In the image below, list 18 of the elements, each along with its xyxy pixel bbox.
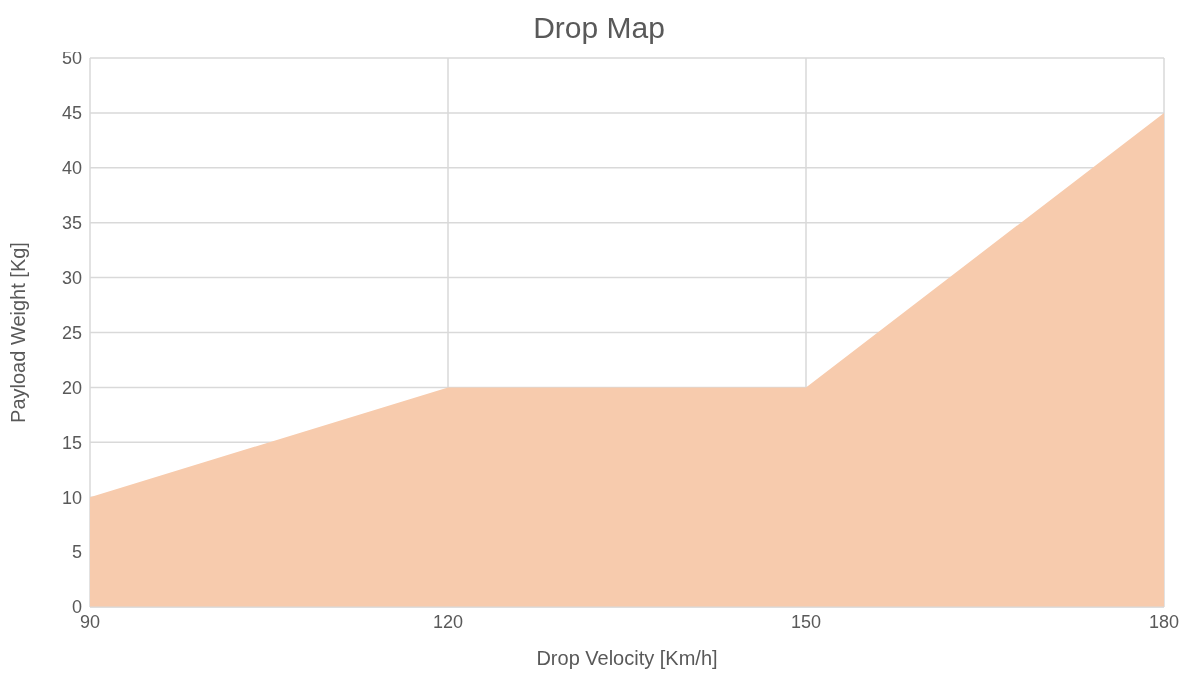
x-tick-label: 150	[790, 611, 822, 632]
x-tick-label: 180	[1148, 611, 1180, 632]
chart-title: Drop Map	[533, 11, 665, 44]
y-tick-label: 50	[61, 48, 82, 69]
y-tick-label: 35	[61, 213, 82, 234]
y-tick-label: 30	[61, 267, 82, 288]
y-axis-title: Payload Weight [Kg]	[7, 242, 30, 423]
y-tick-label: 20	[61, 377, 82, 398]
y-tick-label: 5	[71, 542, 82, 563]
y-tick-label: 15	[61, 432, 82, 453]
y-tick-label: 10	[61, 487, 82, 508]
x-axis-title: Drop Velocity [Km/h]	[536, 647, 718, 669]
y-tick-label: 0	[71, 597, 82, 618]
y-tick-label: 25	[61, 322, 82, 343]
y-tick-label: 40	[61, 158, 82, 179]
y-tick-label: 45	[61, 103, 82, 124]
x-tick-label: 90	[79, 611, 101, 632]
x-tick-label: 120	[432, 611, 464, 632]
